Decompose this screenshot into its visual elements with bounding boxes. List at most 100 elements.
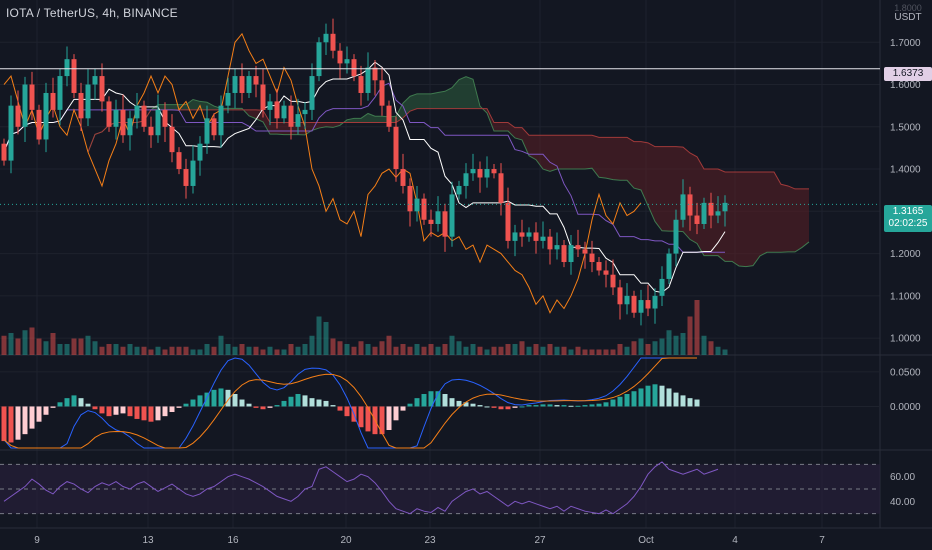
macd-histogram-bar (1, 406, 7, 442)
time-tick-label: 13 (142, 535, 154, 546)
volume-bar (211, 346, 217, 355)
candle-body (708, 202, 714, 216)
macd-histogram-bar (330, 405, 336, 407)
candle-body (71, 59, 77, 93)
cloud-segment (732, 172, 739, 267)
macd-histogram-bar (127, 406, 133, 417)
cloud-segment (410, 93, 417, 112)
candle-body (449, 194, 455, 237)
candle-body (134, 105, 140, 119)
macd-histogram-bar (239, 399, 245, 407)
volume-bar (232, 346, 238, 355)
volume-bar (589, 349, 595, 355)
macd-histogram-bar (407, 403, 413, 407)
cloud-segment (522, 127, 529, 156)
volume-bar (351, 346, 357, 355)
volume-bar (673, 335, 679, 355)
volume-bar (155, 346, 161, 355)
candle-body (358, 76, 364, 93)
candle-body (477, 169, 483, 178)
macd-histogram-bar (652, 384, 658, 407)
macd-histogram-bar (50, 406, 56, 408)
volume-bar (603, 349, 609, 355)
volume-bar (323, 322, 329, 355)
volume-bar (470, 344, 476, 355)
cloud-segment (529, 135, 536, 160)
time-tick-label: 20 (340, 535, 352, 546)
candle-body (344, 59, 350, 64)
volume-bar (659, 338, 665, 355)
macd-histogram-bar (491, 406, 497, 408)
candle-body (176, 152, 182, 170)
candle-body (694, 215, 700, 224)
candle-body (624, 295, 630, 305)
candle-body (666, 253, 672, 279)
volume-bar (85, 335, 91, 355)
cloud-segment (445, 87, 452, 109)
candle-body (652, 295, 658, 309)
volume-bar (43, 341, 49, 355)
candle-body (701, 202, 707, 224)
cloud-segment (543, 135, 550, 172)
macd-histogram-bar (540, 404, 546, 407)
volume-bar (575, 346, 581, 355)
candle-body (484, 169, 490, 178)
cloud-segment (655, 146, 662, 231)
volume-bar (176, 346, 182, 355)
cloud-span-b (87, 108, 809, 190)
cloud-segment (613, 137, 620, 181)
candle-body (351, 59, 357, 77)
price-tick-label: 1.2000 (890, 249, 921, 260)
cloud-segment (697, 156, 704, 256)
macd-histogram-bar (120, 406, 126, 414)
price-tick-label: 1.0000 (890, 334, 921, 345)
macd-histogram-bar (337, 406, 343, 411)
macd-histogram-bar (421, 394, 427, 407)
volume-bar (442, 344, 448, 355)
macd-histogram-bar (631, 391, 637, 407)
volume-bar (596, 349, 602, 355)
candle-body (540, 236, 546, 241)
macd-histogram-bar (281, 400, 287, 407)
candle-body (50, 92, 56, 110)
macd-histogram-bar (302, 395, 308, 407)
volume-bar (92, 341, 98, 355)
volume-bar (8, 333, 14, 355)
time-tick-label: 9 (34, 535, 40, 546)
volume-bar (148, 349, 154, 355)
cloud-segment (788, 185, 795, 252)
macd-histogram-bar (71, 395, 77, 407)
candle-body (386, 105, 392, 127)
macd-histogram-bar (232, 394, 238, 407)
rsi-tick-label: 40.00 (890, 497, 915, 508)
candle-body (673, 219, 679, 254)
volume-bar (547, 344, 553, 355)
macd-histogram-bar (547, 404, 553, 407)
candle-body (582, 249, 588, 254)
macd-histogram-bar (162, 406, 168, 417)
cloud-segment (333, 122, 340, 128)
macd-histogram-bar (470, 403, 476, 407)
candle-body (435, 211, 441, 224)
volume-bar (400, 344, 406, 355)
volume-bar (302, 344, 308, 355)
volume-bar (106, 344, 112, 355)
macd-histogram-bar (638, 388, 644, 407)
volume-bar (414, 344, 420, 355)
candle-body (204, 118, 210, 144)
candle-body (414, 198, 420, 212)
macd-histogram-bar (659, 385, 665, 407)
candle-body (281, 105, 287, 119)
volume-bar (484, 349, 490, 355)
macd-histogram-bar (183, 403, 189, 407)
cloud-segment (767, 172, 774, 253)
volume-bar (113, 344, 119, 355)
volume-bar (134, 346, 140, 355)
volume-bar (708, 341, 714, 355)
candle-body (148, 126, 154, 136)
macd-histogram-bar (295, 394, 301, 407)
volume-bar (183, 346, 189, 355)
macd-histogram-bar (225, 389, 231, 407)
candle-body (127, 118, 133, 136)
volume-bar (582, 349, 588, 355)
